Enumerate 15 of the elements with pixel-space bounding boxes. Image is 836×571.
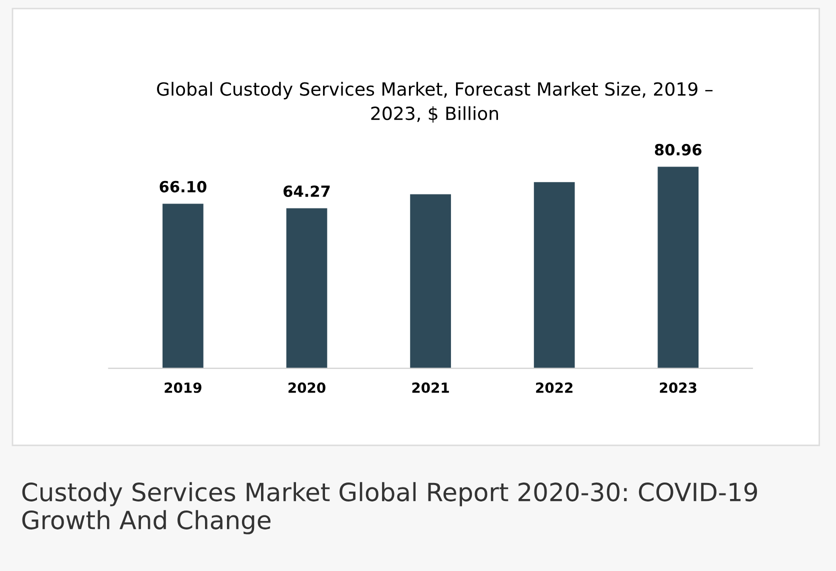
data-label: 64.27 [284,185,330,198]
bar [658,166,699,368]
chart-title: Global Custody Services Market, Forecast Market Size, 2019 – 2023, $ Billion [157,82,713,123]
bar [410,194,451,368]
data-label: 80.96 [654,144,702,156]
text: Custody Services Market Global Report 2020-30: COVID-19 Growth And Change [22,482,758,534]
data-label: 66.10 [160,180,206,192]
x-tick-label: 2022 [536,382,572,393]
x-tick-label: 2020 [288,382,326,393]
x-tick-label: 2023 [660,382,696,393]
bar [162,204,204,368]
bar [534,182,575,368]
x-tick-label: 2021 [412,382,449,393]
bar [286,208,328,368]
x-tick-label: 2019 [164,382,202,393]
